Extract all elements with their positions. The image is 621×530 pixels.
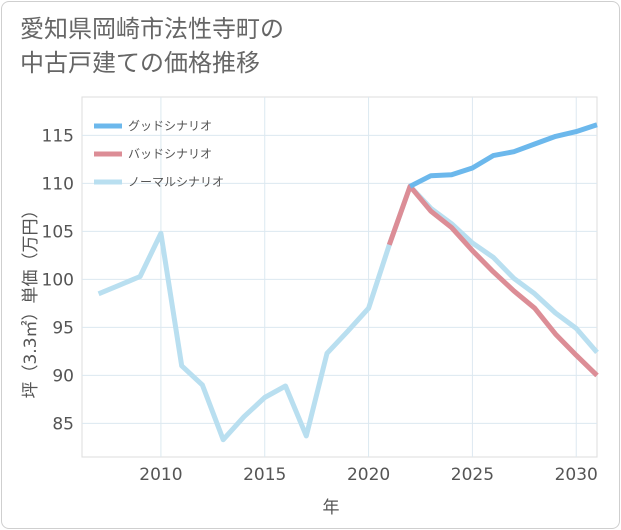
x-tick-label: 2025 — [451, 465, 494, 485]
x-tick-label: 2020 — [347, 465, 390, 485]
chart-title-line-2: 中古戸建ての価格推移 — [20, 49, 260, 77]
legend-label-3: ノーマルシナリオ — [128, 175, 224, 189]
x-tick-label: 2030 — [555, 465, 598, 485]
y-tick-label: 90 — [52, 366, 74, 386]
legend-label-2: バッドシナリオ — [128, 147, 212, 161]
y-tick-label: 105 — [42, 222, 74, 242]
x-axis-title: 年 — [323, 498, 340, 518]
chart-title: 愛知県岡崎市法性寺町の 中古戸建ての価格推移 — [20, 12, 284, 80]
y-axis-title: 坪（3.3㎡）単価（万円） — [21, 201, 41, 398]
x-tick-label: 2015 — [243, 465, 286, 485]
y-tick-label: 115 — [42, 126, 74, 146]
series-line-1 — [408, 122, 598, 189]
x-tick-label: 2010 — [139, 465, 182, 485]
axis-ticks: 2010 2015 2020 2025 2030 85 90 95 100 105 110 115 — [42, 126, 598, 485]
legend-label-1: グッドシナリオ — [128, 119, 212, 133]
series-lines — [97, 122, 599, 443]
chart-title-line-1: 愛知県岡崎市法性寺町の — [20, 15, 284, 43]
series-line-3 — [97, 183, 599, 443]
y-tick-label: 100 — [42, 270, 74, 290]
series-line-2 — [386, 183, 599, 378]
y-tick-label: 95 — [52, 318, 74, 338]
y-tick-label: 85 — [52, 414, 74, 434]
y-tick-label: 110 — [42, 174, 74, 194]
